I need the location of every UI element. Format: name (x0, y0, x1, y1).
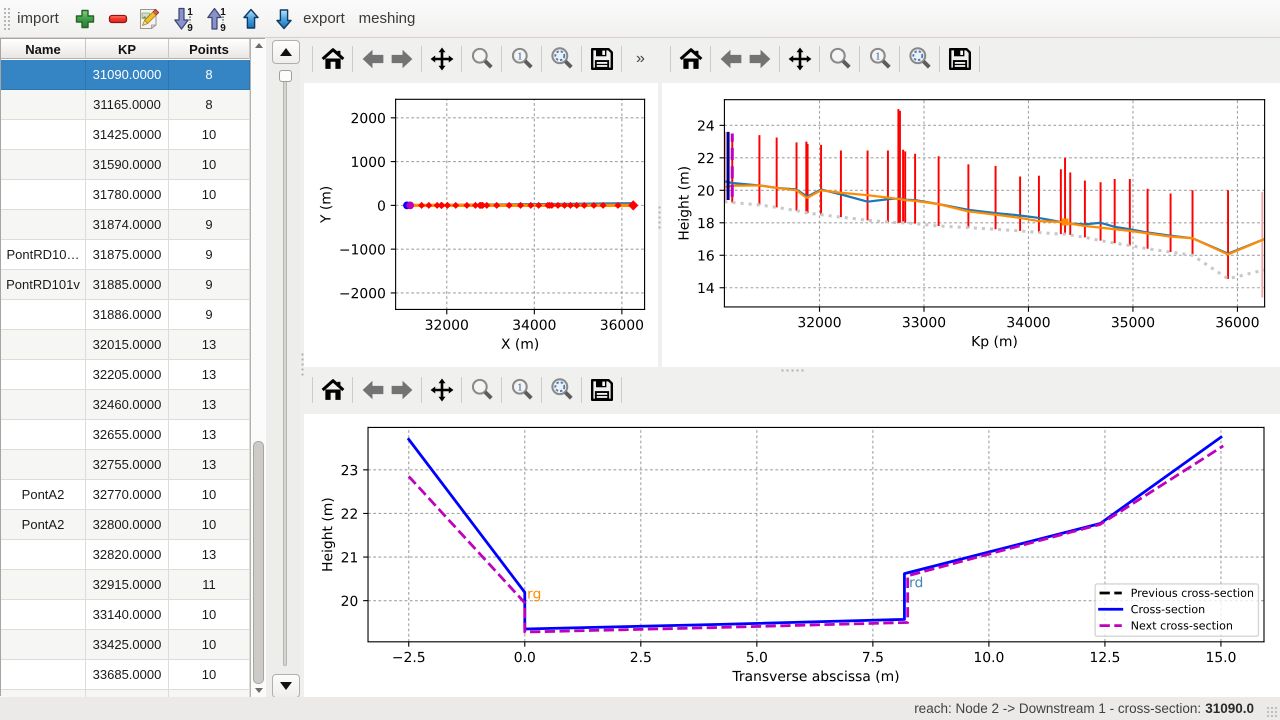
svg-text:9: 9 (187, 23, 193, 32)
svg-text:1: 1 (187, 7, 193, 18)
svg-text:1: 1 (220, 7, 226, 18)
svg-text:9: 9 (220, 23, 226, 32)
